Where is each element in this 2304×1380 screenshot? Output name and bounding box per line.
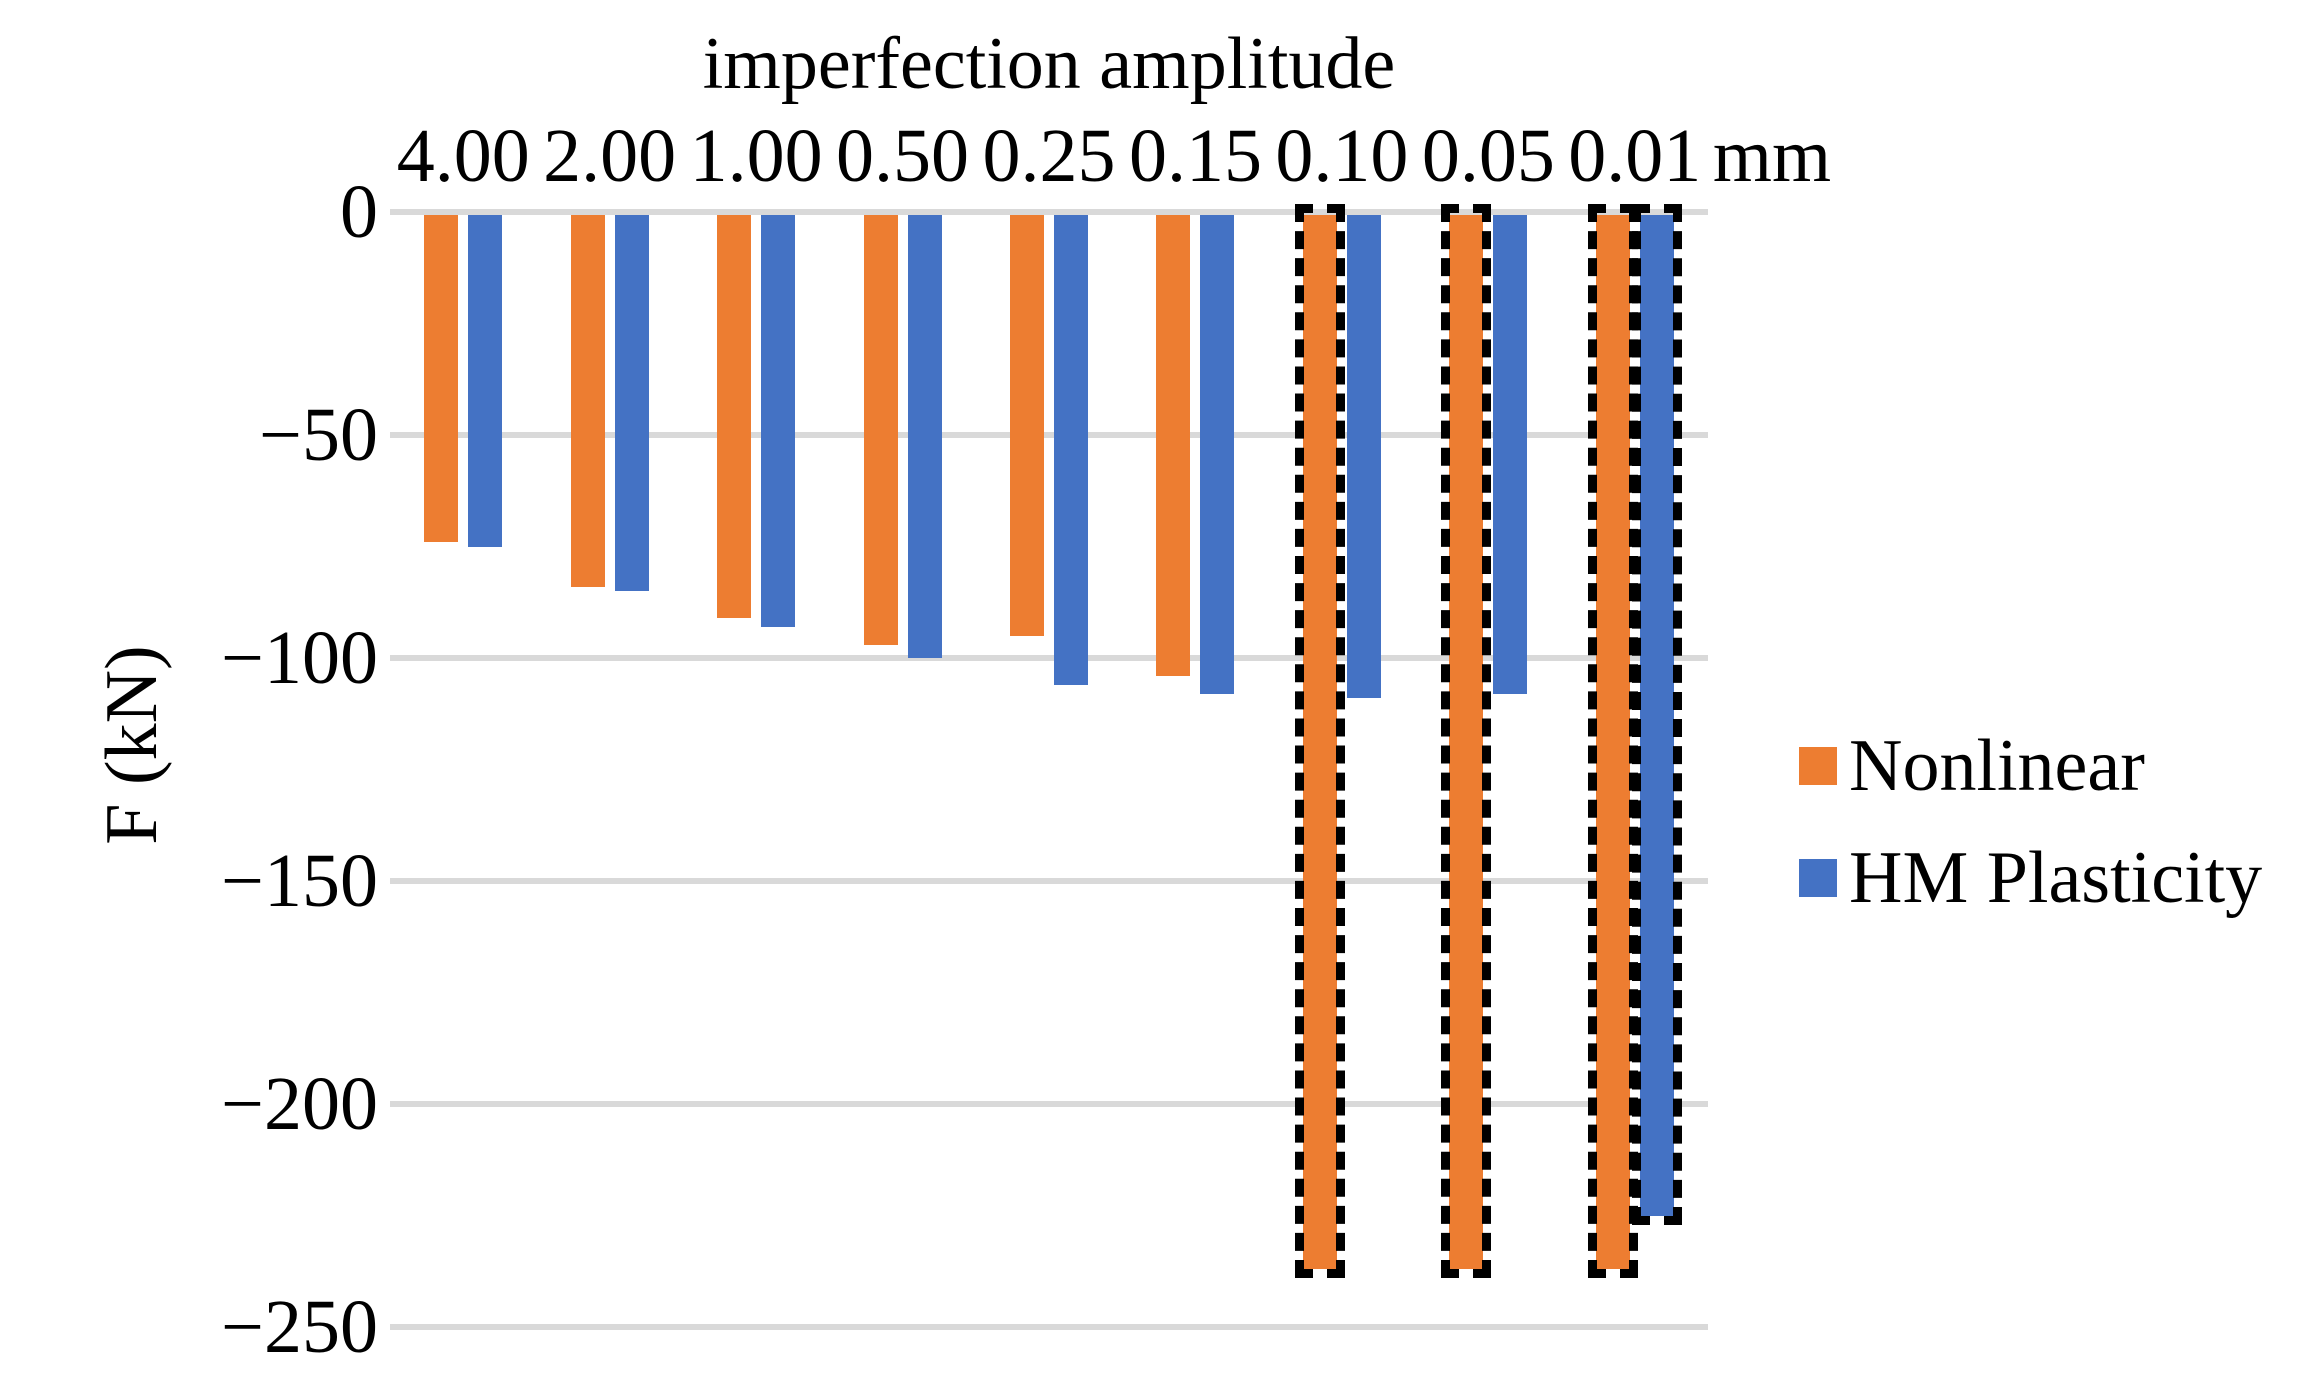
bar-hm-plasticity-1.00	[761, 215, 796, 627]
bar-nonlinear-1.00	[717, 215, 752, 618]
bar-nonlinear-0.25	[1010, 215, 1044, 636]
gridline	[390, 878, 1708, 884]
bar-hm-plasticity-2.00	[614, 215, 649, 592]
bar-hm-plasticity-0.01	[1639, 215, 1674, 1216]
y-tick-label: −250	[221, 1285, 378, 1369]
y-tick-label: −200	[221, 1062, 378, 1146]
bar-hm-plasticity-0.10	[1346, 215, 1381, 699]
bar-nonlinear-0.10	[1302, 215, 1337, 1270]
y-tick-label: −50	[259, 393, 378, 477]
bar-dashed-outline	[1587, 204, 1638, 1279]
y-tick-label: −150	[221, 839, 378, 923]
category-label: 0.01	[1568, 114, 1702, 198]
gridline	[390, 432, 1708, 438]
legend-item-nonlinear: Nonlinear	[1799, 720, 2145, 812]
y-tick-label: −100	[221, 616, 378, 700]
bar-nonlinear-2.00	[570, 215, 605, 587]
category-label: 0.50	[836, 114, 970, 198]
category-label: 2.00	[543, 114, 677, 198]
legend-item-hm-plasticity: HM Plasticity	[1799, 832, 2262, 924]
gridline	[390, 655, 1708, 661]
legend-swatch-hm-plasticity	[1799, 859, 1837, 897]
bar-hm-plasticity-0.25	[1054, 215, 1088, 685]
category-label: 0.15	[1128, 114, 1262, 198]
bar-nonlinear-0.05	[1449, 215, 1484, 1270]
bar-nonlinear-0.01	[1595, 215, 1630, 1270]
bar-hm-plasticity-0.05	[1493, 215, 1528, 694]
bar-nonlinear-0.50	[863, 215, 898, 645]
unit-label: mm	[1712, 114, 1832, 198]
category-label: 0.25	[982, 114, 1116, 198]
category-label: 0.05	[1421, 114, 1555, 198]
bar-hm-plasticity-0.50	[907, 215, 942, 658]
bar-hm-plasticity-4.00	[468, 215, 503, 547]
bar-hm-plasticity-0.15	[1200, 215, 1235, 694]
bar-nonlinear-4.00	[424, 215, 459, 543]
category-label: 0.10	[1275, 114, 1409, 198]
chart-title: imperfection amplitude	[702, 23, 1396, 105]
legend-label-nonlinear: Nonlinear	[1849, 725, 2145, 807]
bar-dashed-outline	[1441, 204, 1492, 1279]
legend-swatch-nonlinear	[1799, 747, 1837, 785]
gridline	[390, 209, 1708, 215]
category-label: 4.00	[396, 114, 530, 198]
gridline	[390, 1101, 1708, 1107]
legend-label-hm-plasticity: HM Plasticity	[1849, 837, 2263, 919]
bar-nonlinear-0.15	[1156, 215, 1191, 676]
bar-dashed-outline	[1631, 204, 1682, 1225]
gridline	[390, 1324, 1708, 1330]
y-tick-label: 0	[340, 170, 378, 254]
category-label: 1.00	[689, 114, 823, 198]
bar-dashed-outline	[1294, 204, 1345, 1279]
